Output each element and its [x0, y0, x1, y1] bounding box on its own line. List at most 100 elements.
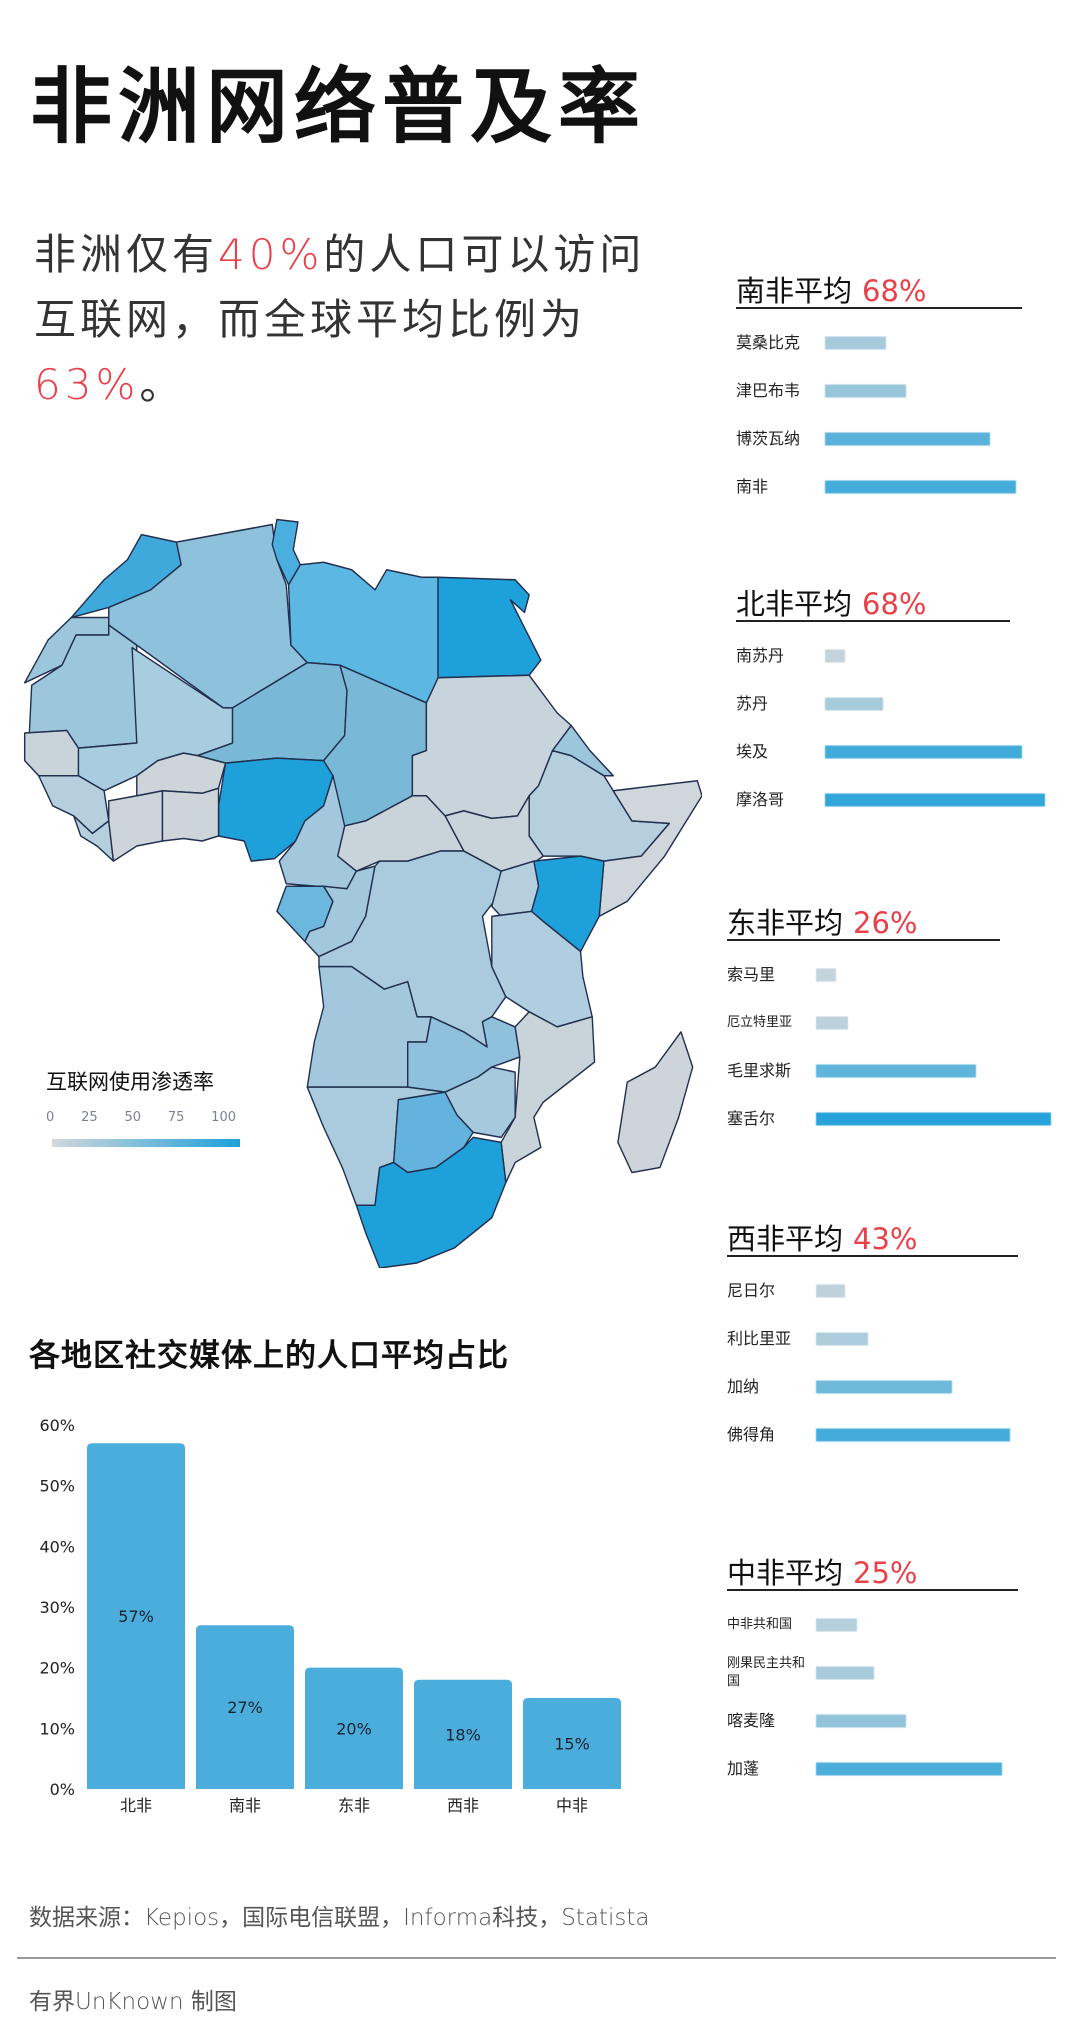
region-average: 26% [853, 906, 918, 940]
country-label: 索马里 [727, 965, 776, 984]
page-title: 非洲网络普及率 [30, 60, 647, 155]
legend-tick: 100 [211, 1110, 236, 1125]
legend-tick: 25 [81, 1110, 98, 1125]
country-row: 加蓬 [727, 1745, 1018, 1793]
bar-data-label: 20% [336, 1719, 372, 1738]
country-label: 摩洛哥 [736, 790, 785, 809]
country-bar [825, 480, 1017, 494]
y-tick-label: 50% [39, 1477, 75, 1496]
region-name: 南非平均 [736, 274, 853, 308]
x-tick-label: 北非 [120, 1796, 152, 1815]
country-bar [816, 1380, 953, 1394]
region-divider [736, 307, 1022, 309]
country-label: 博茨瓦纳 [736, 429, 801, 448]
country-row: 中非共和国 [727, 1601, 1018, 1649]
region-heading: 西非平均 43% [727, 1219, 1018, 1259]
country-shape [161, 787, 220, 842]
region-heading: 南非平均 68% [736, 271, 1022, 311]
x-tick-label: 西非 [447, 1796, 479, 1815]
legend-gradient-bar [52, 1139, 240, 1147]
country-label: 加蓬 [727, 1759, 760, 1778]
country-bar [825, 745, 1023, 759]
country-label: 加纳 [727, 1377, 760, 1396]
africa-rate: 40% [218, 230, 324, 279]
country-bar [825, 697, 883, 711]
region-heading: 东非平均 26% [727, 903, 1000, 943]
country-label: 莫桑比克 [736, 333, 801, 352]
country-bar [816, 968, 837, 982]
region-heading: 北非平均 68% [736, 584, 1010, 624]
region-heading: 中非平均 25% [727, 1553, 1018, 1593]
intro-part3: 。 [139, 360, 186, 409]
country-bar [816, 1762, 1002, 1776]
country-row: 博茨瓦纳 [736, 415, 1022, 463]
intro-part2: 的人口可以访问互联网，而全球平均比例为 [34, 230, 646, 344]
country-shape [136, 752, 227, 797]
country-row: 利比里亚 [727, 1315, 1018, 1363]
country-shape [355, 1136, 507, 1268]
legend-ticks: 0 25 50 75 100 [46, 1110, 236, 1125]
country-row: 厄立特里亚 [727, 999, 1000, 1047]
country-shape [437, 576, 542, 679]
country-row: 莫桑比克 [736, 319, 1022, 367]
country-label: 利比里亚 [727, 1329, 792, 1348]
country-bar [816, 1618, 857, 1632]
country-row: 塞舌尔 [727, 1095, 1051, 1143]
y-tick-label: 30% [39, 1598, 75, 1617]
country-row: 佛得角 [727, 1411, 1018, 1459]
country-label: 中非共和国 [727, 1617, 793, 1632]
country-bar [825, 432, 991, 446]
bar [523, 1698, 621, 1789]
country-bar [816, 1666, 874, 1680]
bar-data-label: 57% [118, 1607, 154, 1626]
y-tick-label: 0% [50, 1780, 75, 1799]
country-shape [108, 523, 308, 709]
region-name: 西非平均 [727, 1222, 844, 1256]
map-legend: 互联网使用渗透率 0 25 50 75 100 [46, 1066, 256, 1147]
country-row: 毛里求斯 [727, 1047, 1000, 1095]
bar-data-label: 18% [445, 1725, 481, 1744]
country-shape [551, 724, 614, 777]
country-bar [816, 1284, 845, 1298]
country-shape [617, 1031, 694, 1174]
country-bar [816, 1714, 906, 1728]
country-bar [816, 1332, 869, 1346]
region-divider [727, 1255, 1018, 1257]
country-bar [816, 1428, 1011, 1442]
region-name: 北非平均 [736, 587, 853, 621]
region-divider [727, 1589, 1018, 1591]
legend-title: 互联网使用渗透率 [46, 1070, 214, 1094]
country-label: 刚果民主共和国 [727, 1656, 806, 1689]
country-label: 塞舌尔 [727, 1109, 776, 1128]
footer-divider [17, 1957, 1056, 1959]
region-divider [736, 620, 1010, 622]
country-row: 埃及 [736, 728, 1023, 776]
region-panel: 东非平均 26% 索马里 厄立特里亚 毛里求斯 塞舌尔 [727, 903, 1051, 1143]
country-row: 津巴布韦 [736, 367, 1022, 415]
country-bar [816, 1016, 848, 1030]
y-tick-label: 20% [39, 1659, 75, 1678]
x-tick-label: 中非 [556, 1796, 588, 1815]
region-average: 68% [862, 274, 927, 308]
country-bar [816, 1112, 1051, 1126]
region-panel: 中非平均 25% 中非共和国 刚果民主共和国 喀麦隆 加蓬 [727, 1553, 1018, 1793]
global-rate: 63% [34, 360, 140, 409]
country-label: 佛得角 [727, 1425, 776, 1444]
country-row: 尼日尔 [727, 1267, 1018, 1315]
country-label: 南苏丹 [736, 646, 785, 665]
country-row: 喀麦隆 [727, 1697, 1018, 1745]
region-average: 43% [853, 1222, 918, 1256]
y-tick-label: 40% [39, 1537, 75, 1556]
social-media-bar-chart: 0% 10% 20% 30% 40% 50% 60% 57% 北非 27% 南非 20% 东非 18% 西非… [39, 1416, 621, 1815]
legend-tick: 50 [124, 1110, 141, 1125]
country-label: 津巴布韦 [736, 381, 801, 400]
bar-data-label: 15% [554, 1735, 590, 1754]
intro-part1: 非洲仅有 [34, 230, 219, 279]
country-label: 南非 [736, 477, 769, 496]
x-tick-label: 南非 [229, 1796, 261, 1815]
country-shape [108, 790, 164, 862]
legend-tick: 0 [46, 1110, 55, 1125]
country-label: 尼日尔 [727, 1281, 776, 1300]
region-name: 中非平均 [727, 1556, 844, 1590]
country-row: 苏丹 [736, 680, 1010, 728]
